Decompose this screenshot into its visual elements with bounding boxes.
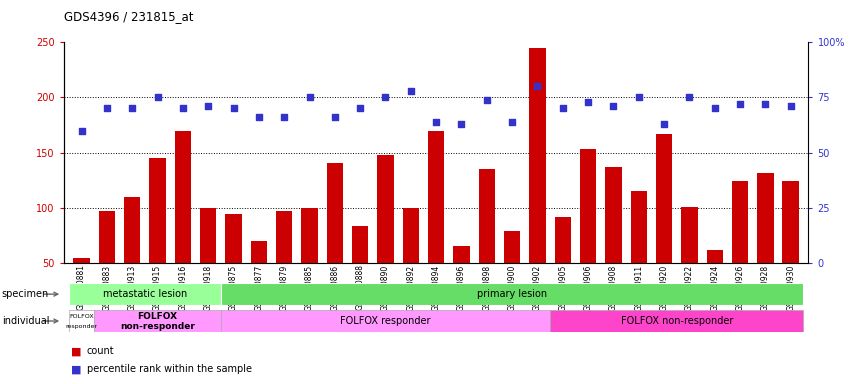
Point	[277, 114, 291, 121]
Bar	[550, 310, 803, 332]
Point	[581, 99, 595, 105]
Point	[226, 106, 240, 112]
Text: responder: responder	[66, 324, 98, 329]
Point	[252, 114, 266, 121]
Point	[683, 94, 696, 101]
Bar	[478, 169, 495, 263]
Bar	[454, 247, 470, 263]
Bar	[221, 310, 550, 332]
Point	[556, 106, 569, 112]
Point	[125, 106, 139, 112]
Bar	[681, 207, 698, 263]
Bar	[732, 181, 748, 263]
Bar	[250, 241, 267, 263]
Bar	[504, 231, 520, 263]
Point	[758, 101, 772, 107]
Point	[353, 106, 367, 112]
Bar	[656, 134, 672, 263]
Point	[454, 121, 468, 127]
Bar	[605, 167, 622, 263]
Text: ■: ■	[71, 364, 81, 374]
Text: non-responder: non-responder	[120, 322, 195, 331]
Text: FOLFOX non-responder: FOLFOX non-responder	[620, 316, 733, 326]
Bar	[428, 131, 444, 263]
Bar	[73, 258, 90, 263]
Text: individual: individual	[2, 316, 49, 326]
Text: metastatic lesion: metastatic lesion	[103, 289, 187, 299]
Text: GDS4396 / 231815_at: GDS4396 / 231815_at	[64, 10, 193, 23]
Point	[151, 94, 164, 101]
Text: specimen: specimen	[2, 289, 49, 299]
Text: primary lesion: primary lesion	[477, 289, 547, 299]
Bar	[221, 283, 803, 305]
Bar	[99, 211, 115, 263]
Point	[708, 106, 722, 112]
Point	[657, 121, 671, 127]
Text: FOLFOX responder: FOLFOX responder	[340, 316, 431, 326]
Point	[328, 114, 341, 121]
Bar	[327, 162, 343, 263]
Point	[480, 97, 494, 103]
Point	[531, 83, 545, 89]
Bar	[174, 131, 191, 263]
Text: FOLFOX: FOLFOX	[69, 314, 94, 319]
Point	[632, 94, 646, 101]
Bar	[555, 217, 571, 263]
Bar	[580, 149, 597, 263]
Bar	[124, 197, 140, 263]
Bar	[757, 172, 774, 263]
Point	[404, 88, 418, 94]
Text: percentile rank within the sample: percentile rank within the sample	[87, 364, 252, 374]
Bar	[782, 181, 799, 263]
Bar	[200, 208, 216, 263]
Bar	[377, 155, 394, 263]
Text: ■: ■	[71, 346, 81, 356]
Bar	[69, 283, 221, 305]
Bar	[301, 208, 317, 263]
Point	[784, 103, 797, 109]
Bar	[226, 214, 242, 263]
Point	[379, 94, 392, 101]
Bar	[352, 225, 368, 263]
Text: count: count	[87, 346, 114, 356]
Point	[607, 103, 620, 109]
Bar	[94, 310, 221, 332]
Bar	[276, 211, 293, 263]
Text: FOLFOX: FOLFOX	[138, 312, 178, 321]
Point	[75, 127, 89, 134]
Point	[202, 103, 215, 109]
Bar	[69, 310, 94, 332]
Bar	[631, 191, 647, 263]
Bar	[529, 48, 545, 263]
Point	[429, 119, 443, 125]
Point	[303, 94, 317, 101]
Bar	[149, 158, 166, 263]
Point	[505, 119, 519, 125]
Bar	[403, 208, 419, 263]
Point	[176, 106, 190, 112]
Point	[734, 101, 747, 107]
Point	[100, 106, 114, 112]
Bar	[706, 250, 723, 263]
